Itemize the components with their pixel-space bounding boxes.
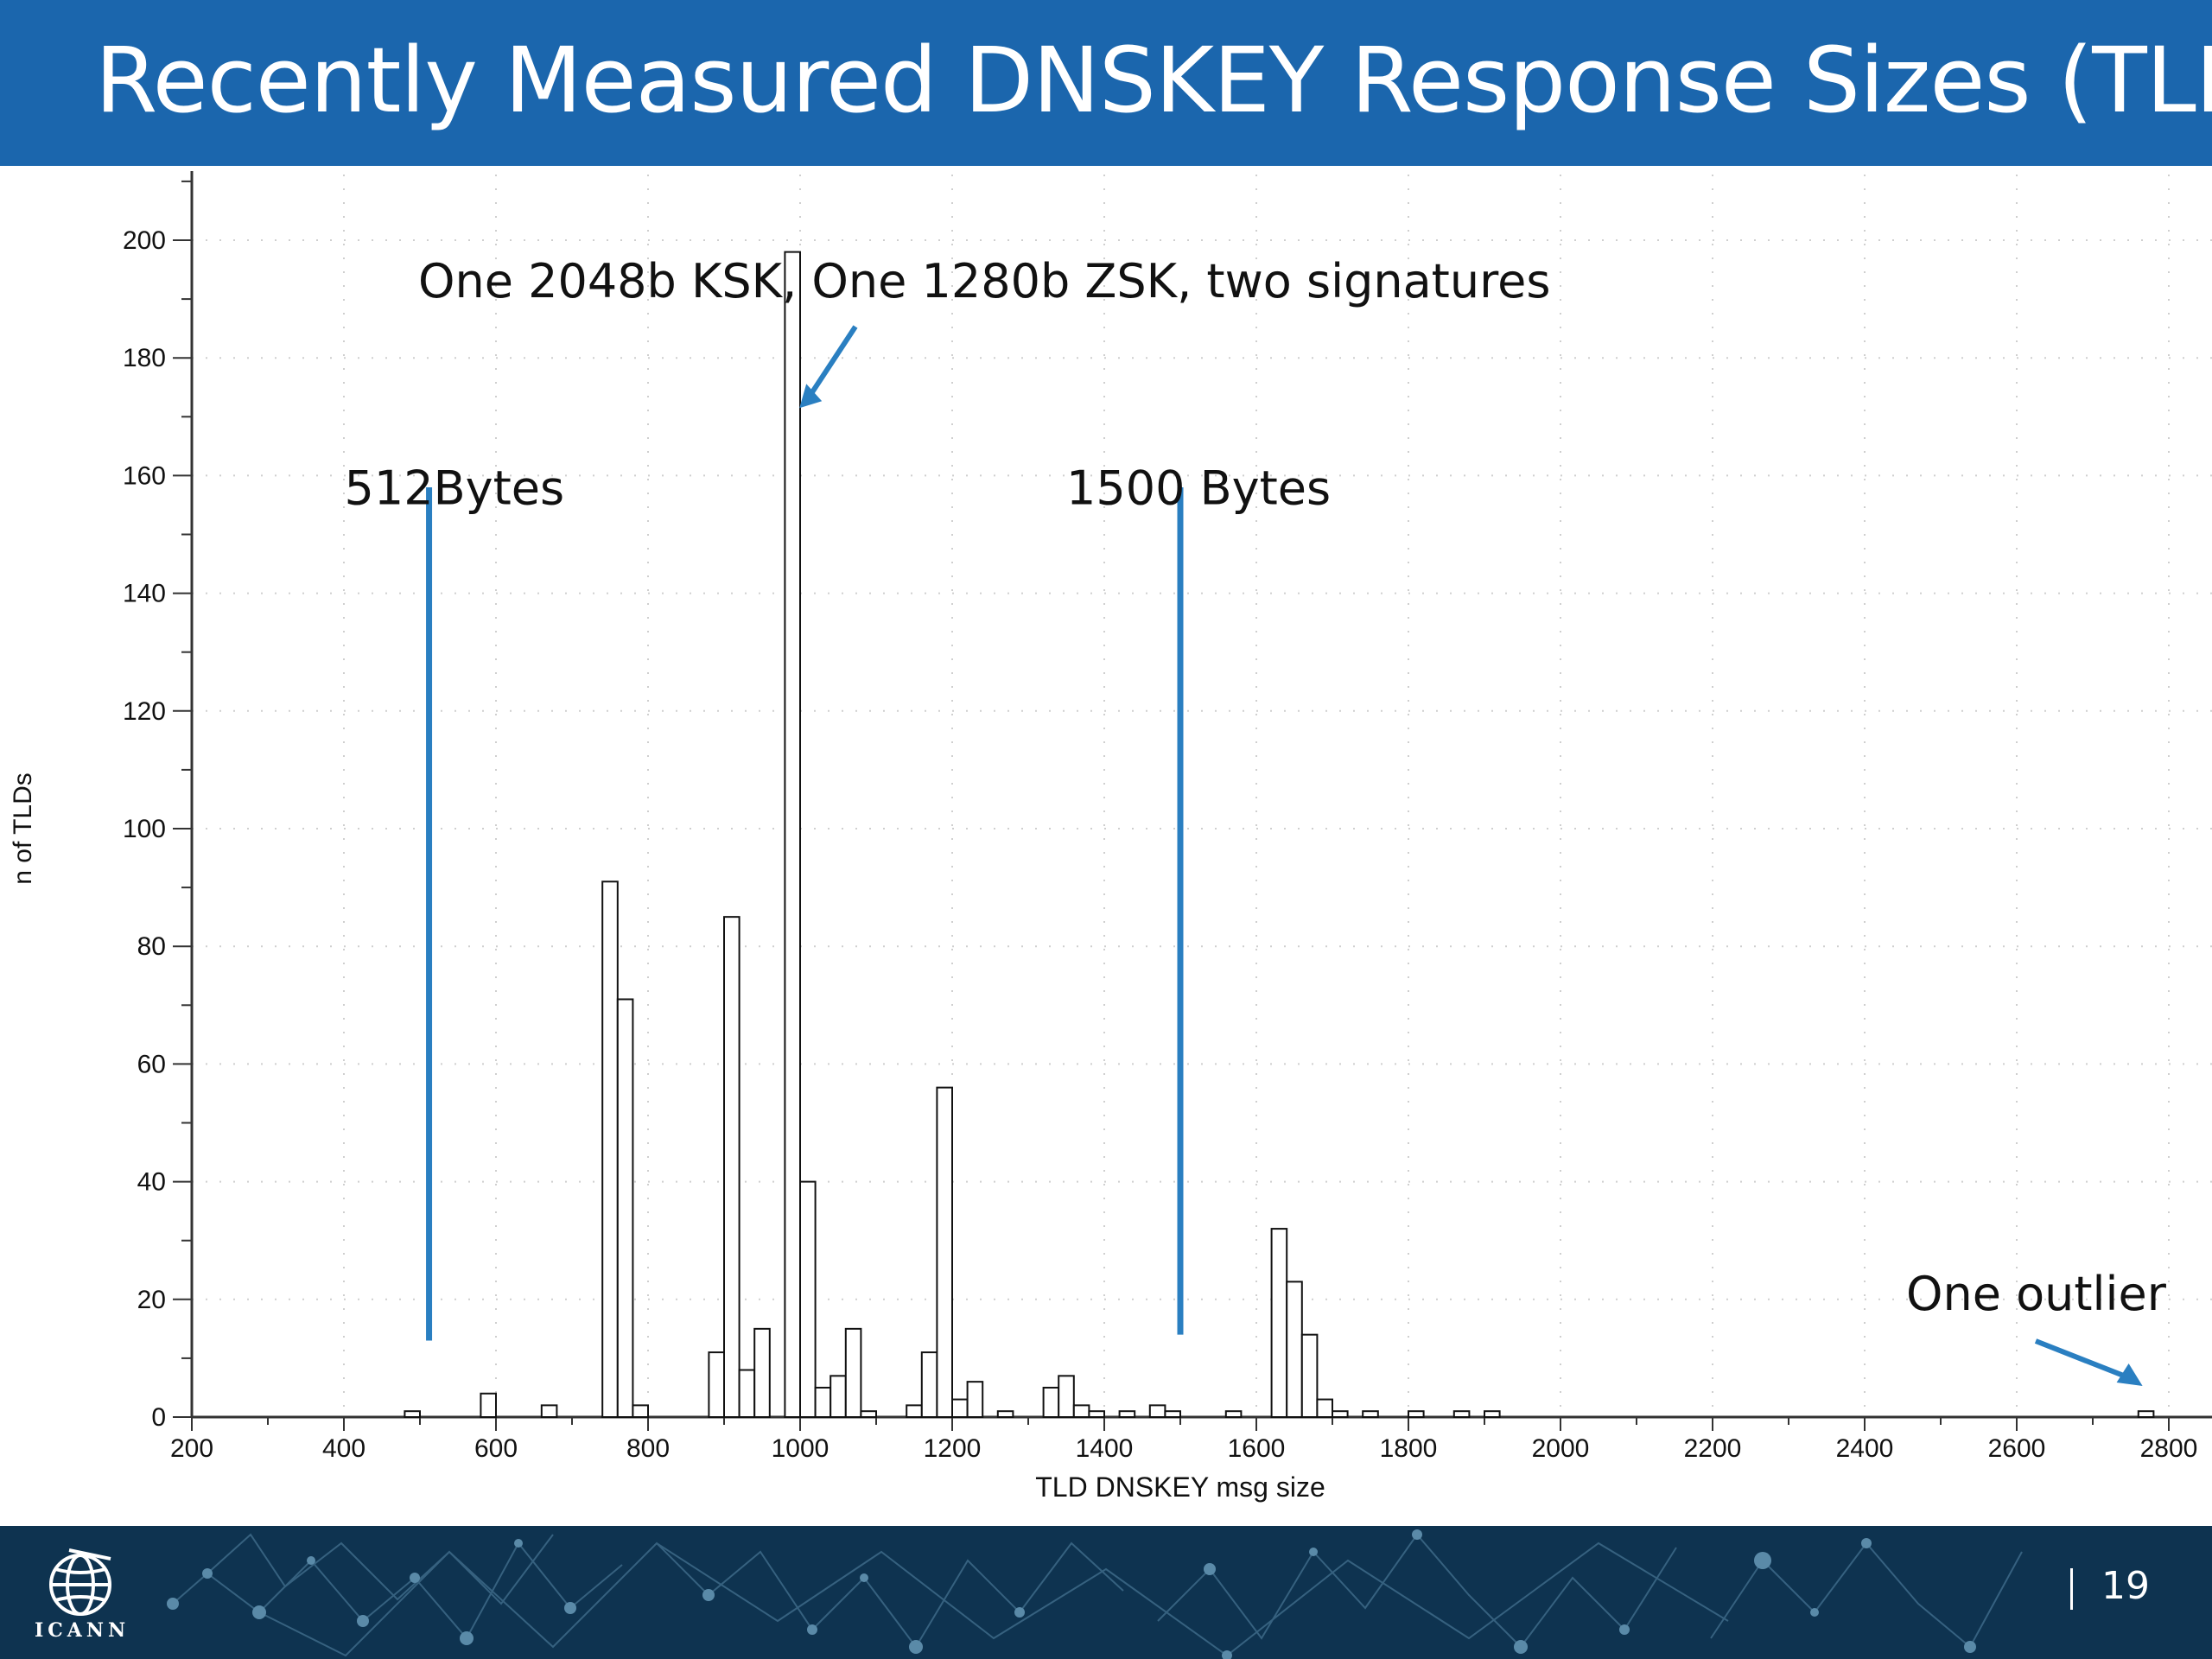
y-tick-label: 120	[123, 697, 166, 726]
histogram-bar	[996, 1410, 1014, 1418]
x-tick-label: 200	[170, 1434, 213, 1463]
histogram-bar	[1042, 1386, 1060, 1418]
histogram-bar	[906, 1404, 923, 1419]
histogram-bar	[601, 880, 619, 1418]
histogram-bar	[1286, 1281, 1303, 1418]
histogram-bar	[1362, 1410, 1379, 1418]
y-tick-label: 0	[151, 1403, 166, 1432]
reference-line-label: 512Bytes	[345, 461, 565, 516]
x-tick-label: 2800	[2140, 1434, 2198, 1463]
y-tick-label: 180	[123, 344, 166, 372]
x-tick-label: 2600	[1988, 1434, 2046, 1463]
histogram-bar	[708, 1351, 726, 1418]
histogram-bar	[1316, 1398, 1334, 1418]
histogram-bar	[844, 1327, 862, 1418]
annotation-arrow-shaft	[804, 325, 858, 403]
histogram-bar	[1408, 1410, 1425, 1418]
histogram-bar	[540, 1404, 558, 1419]
histogram-bar	[830, 1375, 847, 1418]
globe-icon	[49, 1548, 111, 1616]
histogram-bar	[1484, 1410, 1501, 1418]
histogram-bar	[1148, 1404, 1166, 1419]
histogram-chart: 0 20 40 60 80 100 120 140 160 180 200 200 400 600 800 1…	[0, 166, 2212, 1526]
histogram-bar	[1118, 1410, 1136, 1418]
histogram-bar	[1270, 1228, 1288, 1418]
histogram-bar	[920, 1351, 938, 1418]
y-axis-title: n of TLDs	[9, 772, 37, 885]
y-tick-label: 140	[123, 580, 166, 608]
x-tick-label: 800	[626, 1434, 670, 1463]
annotation-arrowhead	[799, 384, 823, 409]
histogram-bar	[966, 1381, 984, 1419]
chart-svg: 0 20 40 60 80 100 120 140 160 180 200 200 400 600 800 1…	[9, 171, 2212, 1503]
histogram-bar	[799, 1180, 817, 1418]
histogram-bar	[480, 1392, 498, 1419]
x-axis-title: TLD DNSKEY msg size	[1035, 1471, 1325, 1503]
x-tick-label: 400	[322, 1434, 365, 1463]
histogram-bar	[2137, 1410, 2155, 1418]
histogram-bar	[723, 916, 741, 1418]
histogram-bar	[784, 251, 802, 1419]
histogram-bar	[738, 1369, 756, 1419]
page-number-separator	[2070, 1568, 2073, 1610]
x-tick-label: 1000	[772, 1434, 830, 1463]
x-tick-label: 2400	[1836, 1434, 1894, 1463]
slide-title: Recently Measured DNSKEY Response Sizes …	[95, 28, 2212, 133]
x-tick-label: 2200	[1684, 1434, 1742, 1463]
y-tick-label: 40	[137, 1168, 166, 1197]
histogram-bar	[632, 1404, 650, 1419]
y-tick-label: 200	[123, 226, 166, 255]
y-tick-label: 60	[137, 1050, 166, 1078]
icann-logo-text: ICANN	[35, 1619, 130, 1642]
y-tick-label: 20	[137, 1286, 166, 1314]
histogram-bar	[1332, 1410, 1349, 1418]
histogram-bar	[404, 1410, 421, 1418]
annotation-text: One 2048b KSK, One 1280b ZSK, two signat…	[418, 254, 1550, 308]
y-tick-label: 100	[123, 815, 166, 843]
histogram-bar	[951, 1398, 969, 1418]
x-tick-label: 1600	[1228, 1434, 1286, 1463]
histogram-bar	[1072, 1404, 1090, 1419]
x-tick-label: 2000	[1532, 1434, 1590, 1463]
annotation-text: One outlier	[1906, 1267, 2167, 1321]
histogram-bar	[1452, 1410, 1471, 1418]
histogram-bar	[1300, 1333, 1319, 1419]
histogram-bar	[1164, 1410, 1182, 1418]
histogram-bar	[1058, 1375, 1075, 1418]
histogram-bar	[814, 1386, 832, 1418]
page-number: 19	[2101, 1564, 2150, 1608]
annotation-arrow-shaft	[2034, 1338, 2133, 1382]
histogram-bar	[753, 1327, 771, 1418]
network-pattern-decoration	[167, 1529, 2023, 1659]
histogram-bar	[1224, 1410, 1243, 1418]
annotation-arrowhead	[2116, 1363, 2143, 1386]
histogram-bar	[1088, 1410, 1106, 1418]
slide-header: Recently Measured DNSKEY Response Sizes …	[0, 0, 2212, 166]
x-tick-label: 1400	[1076, 1434, 1134, 1463]
histogram-bar	[860, 1410, 878, 1418]
slide-footer: ICANN 19	[0, 1526, 2212, 1659]
reference-line-label: 1500 Bytes	[1066, 461, 1331, 516]
histogram-bar	[936, 1086, 954, 1418]
x-tick-label: 1200	[924, 1434, 982, 1463]
y-tick-label: 160	[123, 461, 166, 490]
x-tick-label: 600	[474, 1434, 518, 1463]
histogram-bar	[616, 998, 634, 1418]
x-tick-label: 1800	[1380, 1434, 1438, 1463]
y-tick-label: 80	[137, 932, 166, 961]
